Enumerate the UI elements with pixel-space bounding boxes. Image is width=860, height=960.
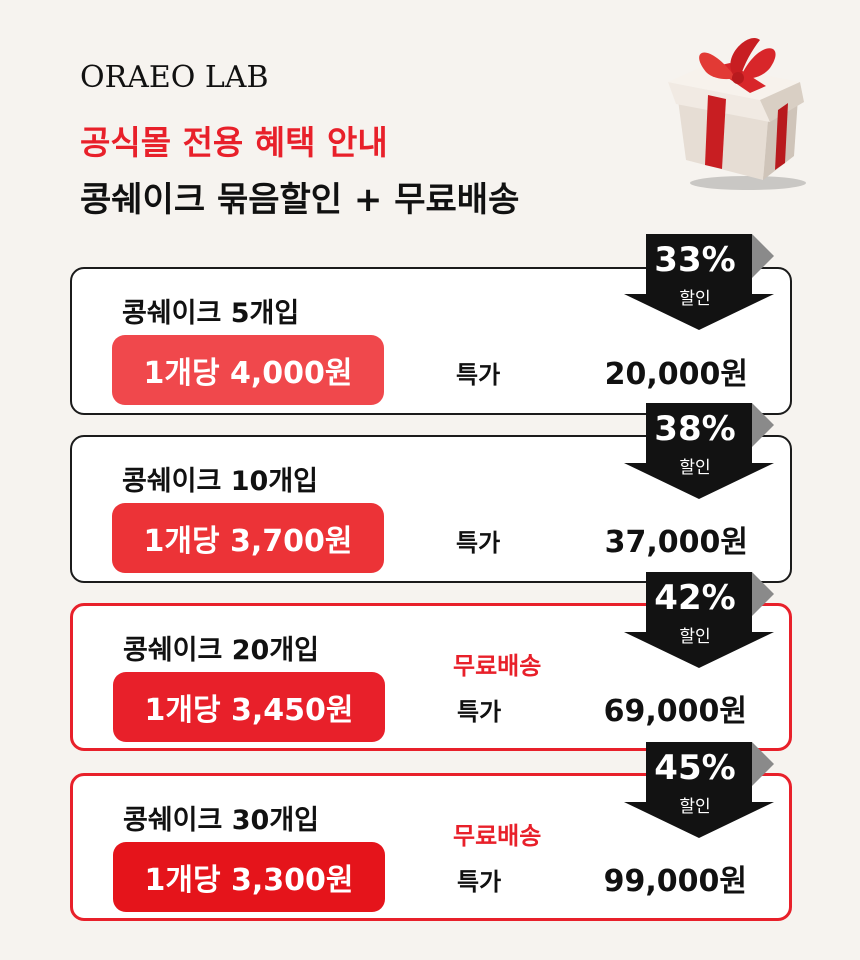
down-arrow-icon <box>624 742 774 838</box>
total-price: 20,000원 <box>604 357 748 392</box>
total-price: 69,000원 <box>603 694 747 729</box>
special-price-label: 특가 <box>456 529 501 557</box>
special-price-label: 특가 <box>457 868 502 896</box>
discount-label: 할인 <box>679 797 711 817</box>
discount-arrow-badge: 42% 할인 <box>616 572 774 668</box>
free-shipping-label: 무료배송 <box>453 822 542 850</box>
offer-name: 콩쉐이크 30개입 <box>123 805 320 836</box>
offer-name: 콩쉐이크 20개입 <box>123 635 320 666</box>
down-arrow-icon <box>624 572 774 668</box>
page-title: 공식몰 전용 혜택 안내 <box>80 123 388 162</box>
offer-name: 콩쉐이크 10개입 <box>122 466 319 497</box>
discount-percent: 42% <box>654 578 736 618</box>
down-arrow-icon <box>624 234 774 330</box>
discount-label: 할인 <box>679 458 711 478</box>
unit-price-badge: 1개당 3,450원 <box>113 672 385 742</box>
unit-price-badge: 1개당 4,000원 <box>112 335 384 405</box>
discount-arrow-badge: 33% 할인 <box>616 234 774 330</box>
discount-percent: 45% <box>654 748 736 788</box>
discount-label: 할인 <box>679 289 711 309</box>
discount-percent: 38% <box>654 409 736 449</box>
gift-box-icon <box>648 20 818 195</box>
unit-price-badge: 1개당 3,300원 <box>113 842 385 912</box>
total-price: 99,000원 <box>603 864 747 899</box>
page-subtitle: 콩쉐이크 묶음할인 + 무료배송 <box>80 180 520 220</box>
brand-logo: ORAEO LAB <box>80 60 269 95</box>
unit-price-badge: 1개당 3,700원 <box>112 503 384 573</box>
discount-arrow-badge: 38% 할인 <box>616 403 774 499</box>
total-price: 37,000원 <box>604 525 748 560</box>
discount-percent: 33% <box>654 240 736 280</box>
special-price-label: 특가 <box>456 361 501 389</box>
free-shipping-label: 무료배송 <box>453 652 542 680</box>
discount-label: 할인 <box>679 627 711 647</box>
discount-arrow-badge: 45% 할인 <box>616 742 774 838</box>
offer-name: 콩쉐이크 5개입 <box>122 298 300 329</box>
down-arrow-icon <box>624 403 774 499</box>
special-price-label: 특가 <box>457 698 502 726</box>
